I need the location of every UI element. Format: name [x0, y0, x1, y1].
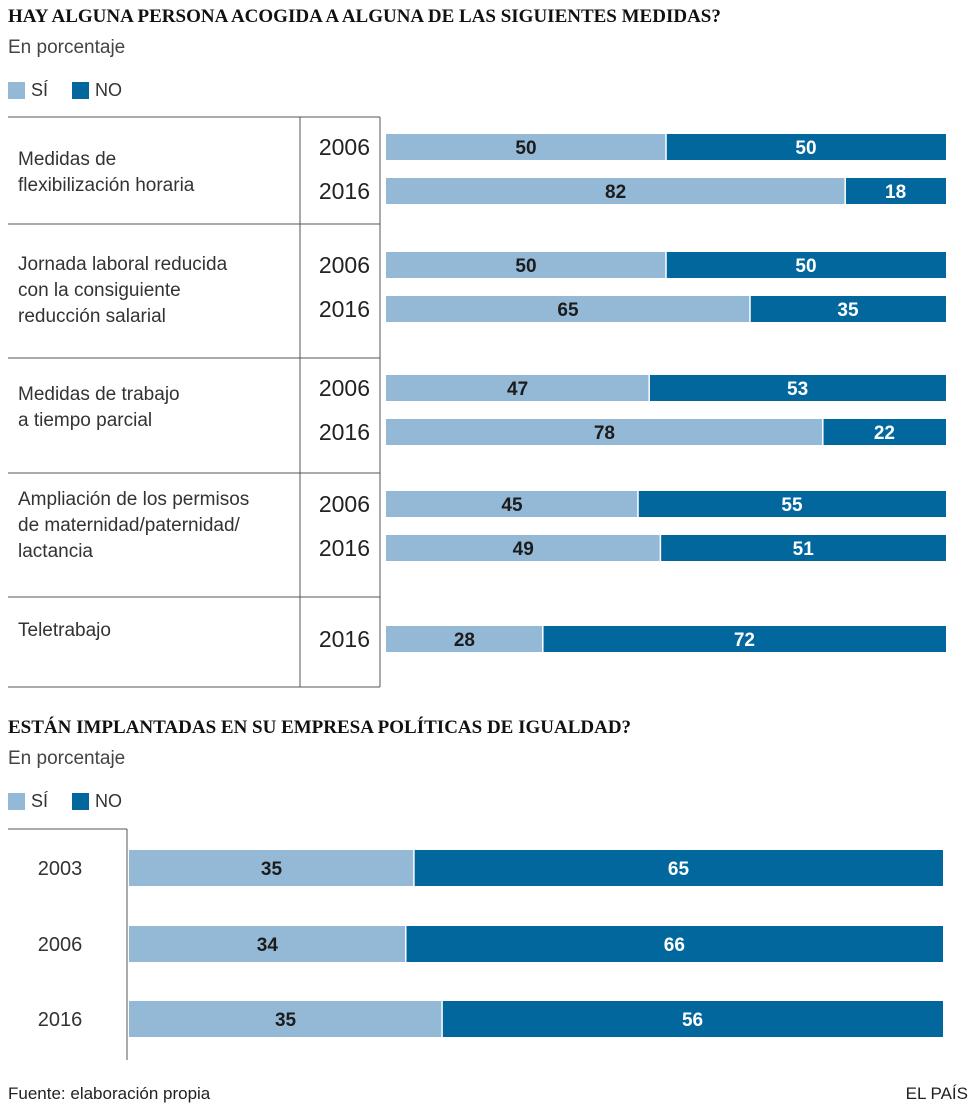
chart2-legend: SÍ NO — [8, 791, 146, 812]
year-label: 2006 — [38, 934, 83, 956]
bar-no — [405, 926, 943, 962]
category-label: flexibilización horaria — [18, 175, 195, 196]
data-label-yes: 47 — [507, 379, 528, 400]
bar-yes — [386, 134, 666, 160]
bar-no — [845, 178, 946, 204]
category-label: lactancia — [18, 541, 93, 562]
year-label: 2006 — [319, 491, 370, 517]
data-label-yes: 82 — [605, 182, 626, 203]
data-label-no: 66 — [664, 935, 685, 956]
bar-yes — [386, 178, 846, 204]
bar-no — [666, 134, 946, 160]
brand-logo: EL PAÍS — [905, 1084, 968, 1103]
legend-no-swatch — [72, 793, 90, 810]
category-label: reducción salarial — [18, 306, 166, 327]
category-label: Teletrabajo — [18, 620, 111, 641]
bar-yes — [129, 1001, 443, 1037]
data-label-no: 22 — [874, 423, 895, 444]
category-label: Medidas de trabajo — [18, 384, 180, 405]
year-label: 2016 — [319, 535, 370, 561]
data-label-no: 53 — [787, 379, 808, 400]
category-label: a tiempo parcial — [18, 410, 152, 431]
data-label-yes: 45 — [501, 495, 523, 516]
bar-no — [822, 419, 946, 445]
data-label-yes: 50 — [515, 138, 536, 159]
data-label-yes: 49 — [513, 539, 534, 560]
legend-yes-swatch — [8, 82, 25, 99]
chart1-subtitle: En porcentaje — [8, 37, 126, 58]
bar-no — [638, 491, 946, 517]
category-label: de maternidad/paternidad/ — [18, 515, 241, 536]
data-label-yes: 35 — [275, 1010, 297, 1031]
data-label-yes: 34 — [257, 935, 279, 956]
year-label: 2016 — [38, 1009, 83, 1031]
category-label: Medidas de — [18, 149, 116, 170]
legend-yes-label: SÍ — [31, 80, 49, 100]
bar-no — [666, 252, 946, 278]
bar-yes — [386, 535, 661, 561]
bar-yes — [386, 252, 666, 278]
data-label-yes: 28 — [454, 630, 475, 651]
category-label: con la consiguiente — [18, 280, 181, 301]
source-note: Fuente: elaboración propia — [8, 1084, 211, 1103]
category-label: Jornada laboral reducida — [18, 254, 228, 275]
bar-yes — [386, 491, 638, 517]
bar-no — [660, 535, 946, 561]
year-label: 2003 — [38, 858, 83, 880]
year-label: 2006 — [319, 134, 370, 160]
legend-no-label: NO — [95, 791, 123, 811]
bar-yes — [386, 626, 543, 652]
legend-yes-swatch — [8, 793, 25, 810]
bar-yes — [386, 419, 823, 445]
data-label-no: 50 — [795, 138, 816, 159]
data-label-no: 72 — [734, 630, 755, 651]
legend-yes-label: SÍ — [31, 791, 49, 811]
data-label-yes: 35 — [261, 859, 283, 880]
data-label-yes: 50 — [515, 256, 536, 277]
bar-yes — [386, 375, 650, 401]
legend-no-label: NO — [95, 80, 123, 100]
chart1-title: HAY ALGUNA PERSONA ACOGIDA A ALGUNA DE L… — [8, 6, 721, 27]
chart2-title: ESTÁN IMPLANTADAS EN SU EMPRESA POLÍTICA… — [8, 717, 632, 738]
year-label: 2016 — [319, 178, 370, 204]
data-label-no: 51 — [793, 539, 815, 560]
data-label-yes: 78 — [594, 423, 615, 444]
chart1-legend: SÍ NO — [8, 80, 146, 101]
data-label-no: 56 — [682, 1010, 703, 1031]
bar-yes — [129, 926, 406, 962]
data-label-no: 35 — [837, 300, 859, 321]
year-label: 2006 — [319, 375, 370, 401]
bar-no — [413, 850, 943, 886]
legend-no-swatch — [72, 82, 90, 99]
bar-no — [649, 375, 946, 401]
year-label: 2006 — [319, 252, 370, 278]
data-label-no: 18 — [885, 182, 906, 203]
year-label: 2016 — [319, 626, 370, 652]
data-label-no: 55 — [781, 495, 803, 516]
chart2-subtitle: En porcentaje — [8, 748, 126, 769]
data-label-yes: 65 — [557, 300, 579, 321]
data-label-no: 65 — [668, 859, 690, 880]
category-label: Ampliación de los permisos — [18, 489, 249, 510]
chart1-measures: Medidas de flexibilización horaria 2006 50 5… — [8, 116, 946, 688]
bar-no — [750, 296, 946, 322]
year-label: 2016 — [319, 296, 370, 322]
year-label: 2016 — [319, 419, 370, 445]
bar-yes — [129, 850, 414, 886]
bar-no — [442, 1001, 943, 1037]
bar-yes — [386, 296, 750, 322]
bar-no — [542, 626, 946, 652]
data-label-no: 50 — [795, 256, 816, 277]
